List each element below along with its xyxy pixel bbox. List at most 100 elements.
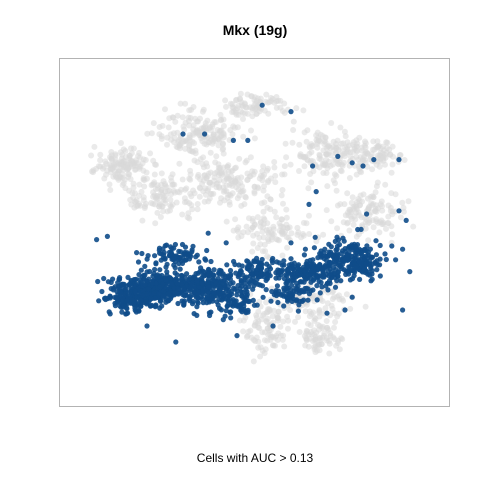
positive-cell-point bbox=[333, 267, 338, 272]
positive-cell-point bbox=[325, 287, 330, 292]
positive-cell-point bbox=[224, 262, 229, 267]
background-cell-point bbox=[121, 146, 127, 152]
positive-cell-point bbox=[240, 263, 245, 268]
background-cell-point bbox=[290, 140, 296, 146]
background-cell-point bbox=[142, 177, 148, 183]
background-cell-point bbox=[375, 143, 381, 149]
positive-cell-point bbox=[295, 266, 300, 271]
background-cell-point bbox=[265, 166, 271, 172]
positive-cell-point bbox=[134, 277, 139, 282]
background-cell-point bbox=[213, 119, 219, 125]
background-cell-point bbox=[389, 231, 395, 237]
positive-cell-point bbox=[127, 294, 132, 299]
positive-cell-point bbox=[142, 273, 147, 278]
positive-cell-point bbox=[119, 282, 124, 287]
background-cell-point bbox=[135, 160, 141, 166]
background-cell-point bbox=[256, 235, 262, 241]
background-cell-point bbox=[325, 151, 331, 157]
positive-cell-point bbox=[136, 272, 141, 277]
positive-cell-point bbox=[96, 298, 101, 303]
background-cell-point bbox=[249, 249, 255, 255]
background-cell-point bbox=[356, 212, 362, 218]
background-cell-point bbox=[157, 201, 163, 207]
background-cell-point bbox=[247, 328, 253, 334]
background-cell-point bbox=[221, 151, 227, 157]
background-cell-point bbox=[144, 170, 150, 176]
positive-cell-point bbox=[327, 273, 332, 278]
background-cell-point bbox=[373, 202, 379, 208]
background-cell-point bbox=[271, 232, 277, 238]
background-cell-point bbox=[88, 153, 94, 159]
background-cell-point bbox=[200, 109, 206, 115]
positive-cell-point bbox=[158, 299, 163, 304]
background-cell-point bbox=[97, 157, 103, 163]
background-cell-point bbox=[244, 171, 250, 177]
background-cell-point bbox=[112, 172, 118, 178]
positive-cell-point bbox=[305, 298, 310, 303]
background-cell-point bbox=[251, 358, 257, 364]
background-cell-point bbox=[326, 351, 332, 357]
positive-cell-point bbox=[146, 277, 151, 282]
background-cell-point bbox=[185, 210, 191, 216]
positive-cell-point bbox=[276, 289, 281, 294]
positive-cell-point bbox=[133, 281, 138, 286]
positive-cell-point bbox=[288, 256, 293, 261]
positive-cell-point bbox=[335, 154, 340, 159]
positive-cell-point bbox=[178, 267, 183, 272]
background-cell-point bbox=[296, 168, 302, 174]
positive-cell-point bbox=[194, 313, 199, 318]
positive-cell-point bbox=[99, 289, 104, 294]
positive-cell-point bbox=[231, 138, 236, 143]
positive-cell-point bbox=[269, 289, 274, 294]
positive-cell-point bbox=[362, 266, 367, 271]
background-cell-point bbox=[162, 106, 168, 112]
positive-cell-point bbox=[158, 284, 163, 289]
background-cell-point bbox=[330, 296, 336, 302]
background-cell-point bbox=[252, 222, 258, 228]
positive-cell-point bbox=[345, 252, 350, 257]
background-cell-point bbox=[118, 140, 124, 146]
background-cell-point bbox=[171, 130, 177, 136]
background-cell-point bbox=[390, 162, 396, 168]
background-cell-point bbox=[365, 196, 371, 202]
background-cell-point bbox=[388, 190, 394, 196]
background-cell-point bbox=[251, 103, 257, 109]
background-cell-point bbox=[91, 144, 97, 150]
background-cell-point bbox=[302, 343, 308, 349]
positive-cell-point bbox=[249, 278, 254, 283]
positive-cell-point bbox=[357, 259, 362, 264]
positive-cell-point bbox=[199, 281, 204, 286]
background-cell-point bbox=[156, 131, 162, 137]
positive-cell-point bbox=[237, 302, 242, 307]
background-cell-point bbox=[293, 105, 299, 111]
background-cell-point bbox=[345, 139, 351, 145]
positive-cell-point bbox=[333, 247, 338, 252]
positive-cell-point bbox=[400, 247, 405, 252]
background-cell-point bbox=[240, 328, 246, 334]
background-cell-point bbox=[320, 161, 326, 167]
positive-cell-point bbox=[189, 281, 194, 286]
positive-cell-point bbox=[280, 268, 285, 273]
background-cell-point bbox=[150, 201, 156, 207]
background-cell-point bbox=[386, 203, 392, 209]
background-cell-point bbox=[331, 310, 337, 316]
positive-cell-point bbox=[312, 245, 317, 250]
background-cell-point bbox=[131, 185, 137, 191]
positive-cell-point bbox=[204, 248, 209, 253]
background-cell-point bbox=[265, 316, 271, 322]
positive-cell-point bbox=[310, 163, 315, 168]
positive-cell-point bbox=[195, 253, 200, 258]
background-cell-point bbox=[192, 116, 198, 122]
positive-cell-point bbox=[202, 131, 207, 136]
background-cell-point bbox=[162, 183, 168, 189]
background-cell-point bbox=[250, 241, 256, 247]
positive-cell-point bbox=[350, 295, 355, 300]
positive-cell-point bbox=[196, 301, 201, 306]
positive-cell-point bbox=[113, 303, 118, 308]
background-cell-point bbox=[312, 337, 318, 343]
background-cell-point bbox=[324, 145, 330, 151]
positive-cell-point bbox=[243, 292, 248, 297]
positive-cell-point bbox=[181, 301, 186, 306]
background-cell-point bbox=[231, 109, 237, 115]
background-cell-point bbox=[320, 170, 326, 176]
